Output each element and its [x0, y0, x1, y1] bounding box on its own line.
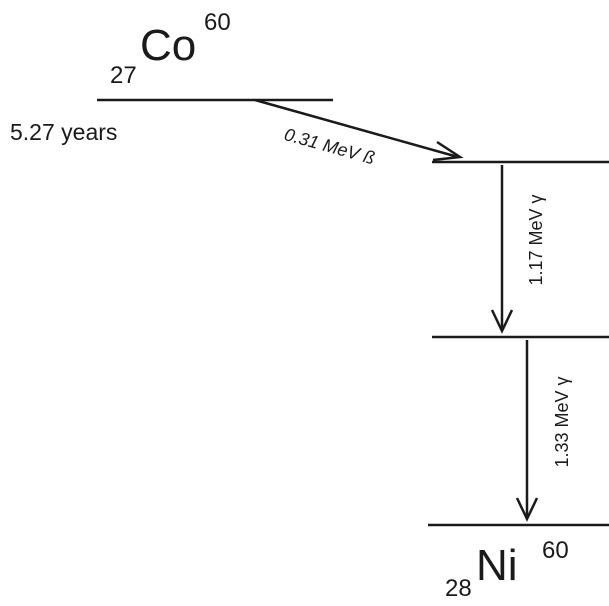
parent-symbol: Co: [140, 21, 196, 70]
parent-mass-number: 60: [204, 9, 231, 36]
daughter-mass-number: 60: [542, 537, 569, 564]
half-life: 5.27 years: [10, 119, 117, 145]
beta-arrow: [254, 98, 459, 159]
gamma1-label: 1.17 MeV γ: [526, 194, 546, 285]
beta-arrowhead: [432, 140, 464, 162]
parent-atomic-number: 27: [110, 62, 137, 89]
daughter-atomic-number: 28: [445, 575, 472, 601]
daughter-symbol: Ni: [476, 541, 518, 590]
gamma1-arrowhead: [490, 309, 514, 334]
gamma2-arrowhead: [515, 497, 539, 522]
gamma2-label: 1.33 MeV γ: [552, 376, 572, 467]
